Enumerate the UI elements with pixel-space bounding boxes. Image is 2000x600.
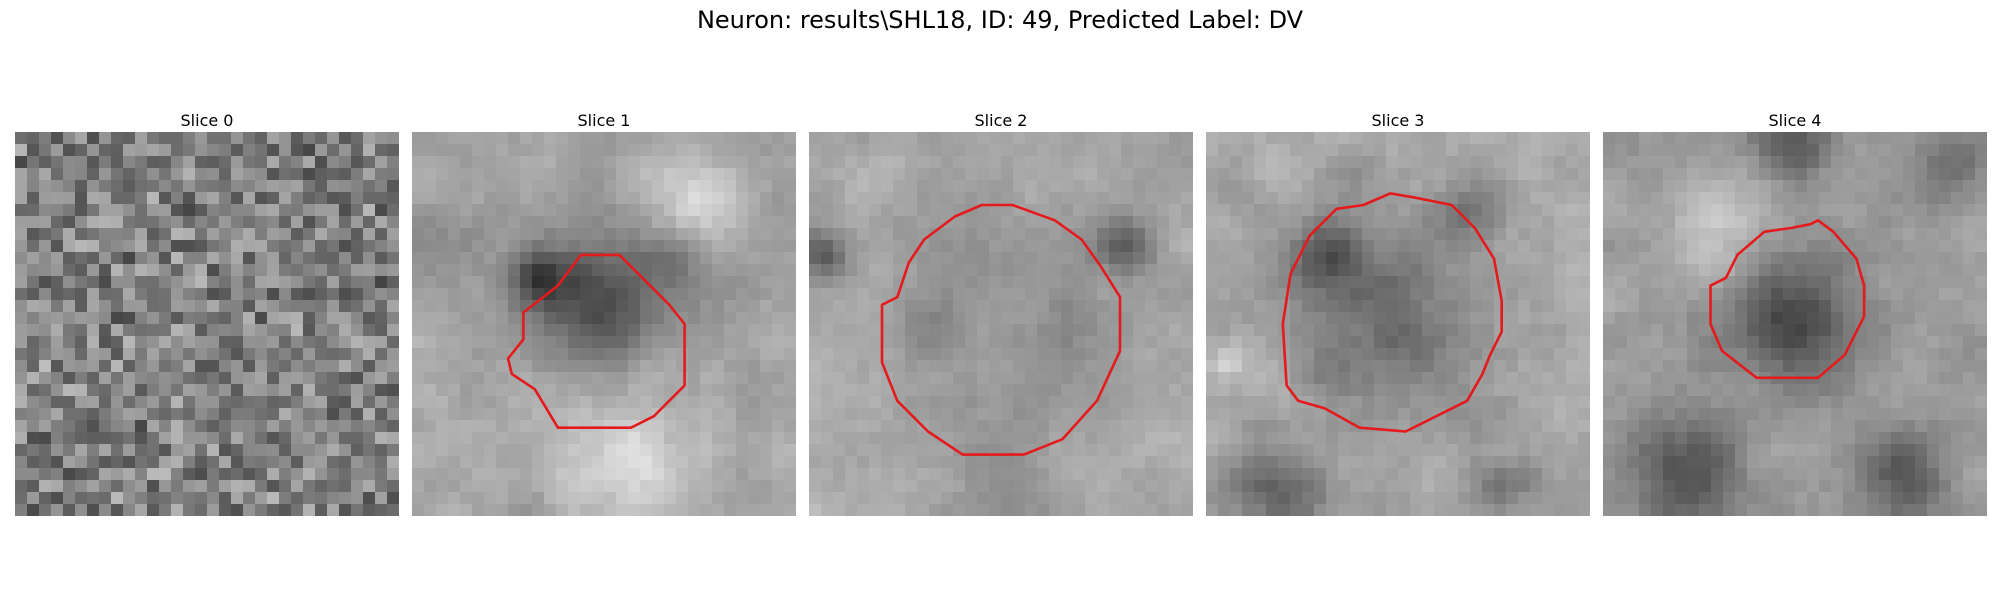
panel-slice-2: Slice 2: [809, 110, 1193, 516]
grayscale-pixels: [809, 132, 1193, 516]
panel-slice-4: Slice 4: [1603, 110, 1987, 516]
panel-title: Slice 0: [180, 111, 234, 130]
grayscale-pixels: [15, 132, 399, 516]
grayscale-pixels: [1603, 132, 1987, 516]
slice-image: [809, 132, 1193, 516]
slice-image: [1206, 132, 1590, 516]
panel-title: Slice 3: [1371, 111, 1425, 130]
panel-slice-0: Slice 0: [15, 110, 399, 516]
grayscale-pixels: [1206, 132, 1590, 516]
grayscale-pixels: [412, 132, 796, 516]
neuron-contour: [506, 253, 686, 430]
slice-image: [1603, 132, 1987, 516]
panel-slice-1: Slice 1: [412, 110, 796, 516]
neuron-contour: [1281, 192, 1504, 433]
panel-title: Slice 1: [577, 111, 631, 130]
figure-title: Neuron: results\SHL18, ID: 49, Predicted…: [696, 6, 1304, 34]
slice-image: [412, 132, 796, 516]
panel-title: Slice 2: [974, 111, 1028, 130]
neuron-contour: [880, 203, 1122, 456]
neuron-contour: [1709, 219, 1866, 380]
panel-title: Slice 4: [1768, 111, 1822, 130]
slice-image: [15, 132, 399, 516]
panel-slice-3: Slice 3: [1206, 110, 1590, 516]
